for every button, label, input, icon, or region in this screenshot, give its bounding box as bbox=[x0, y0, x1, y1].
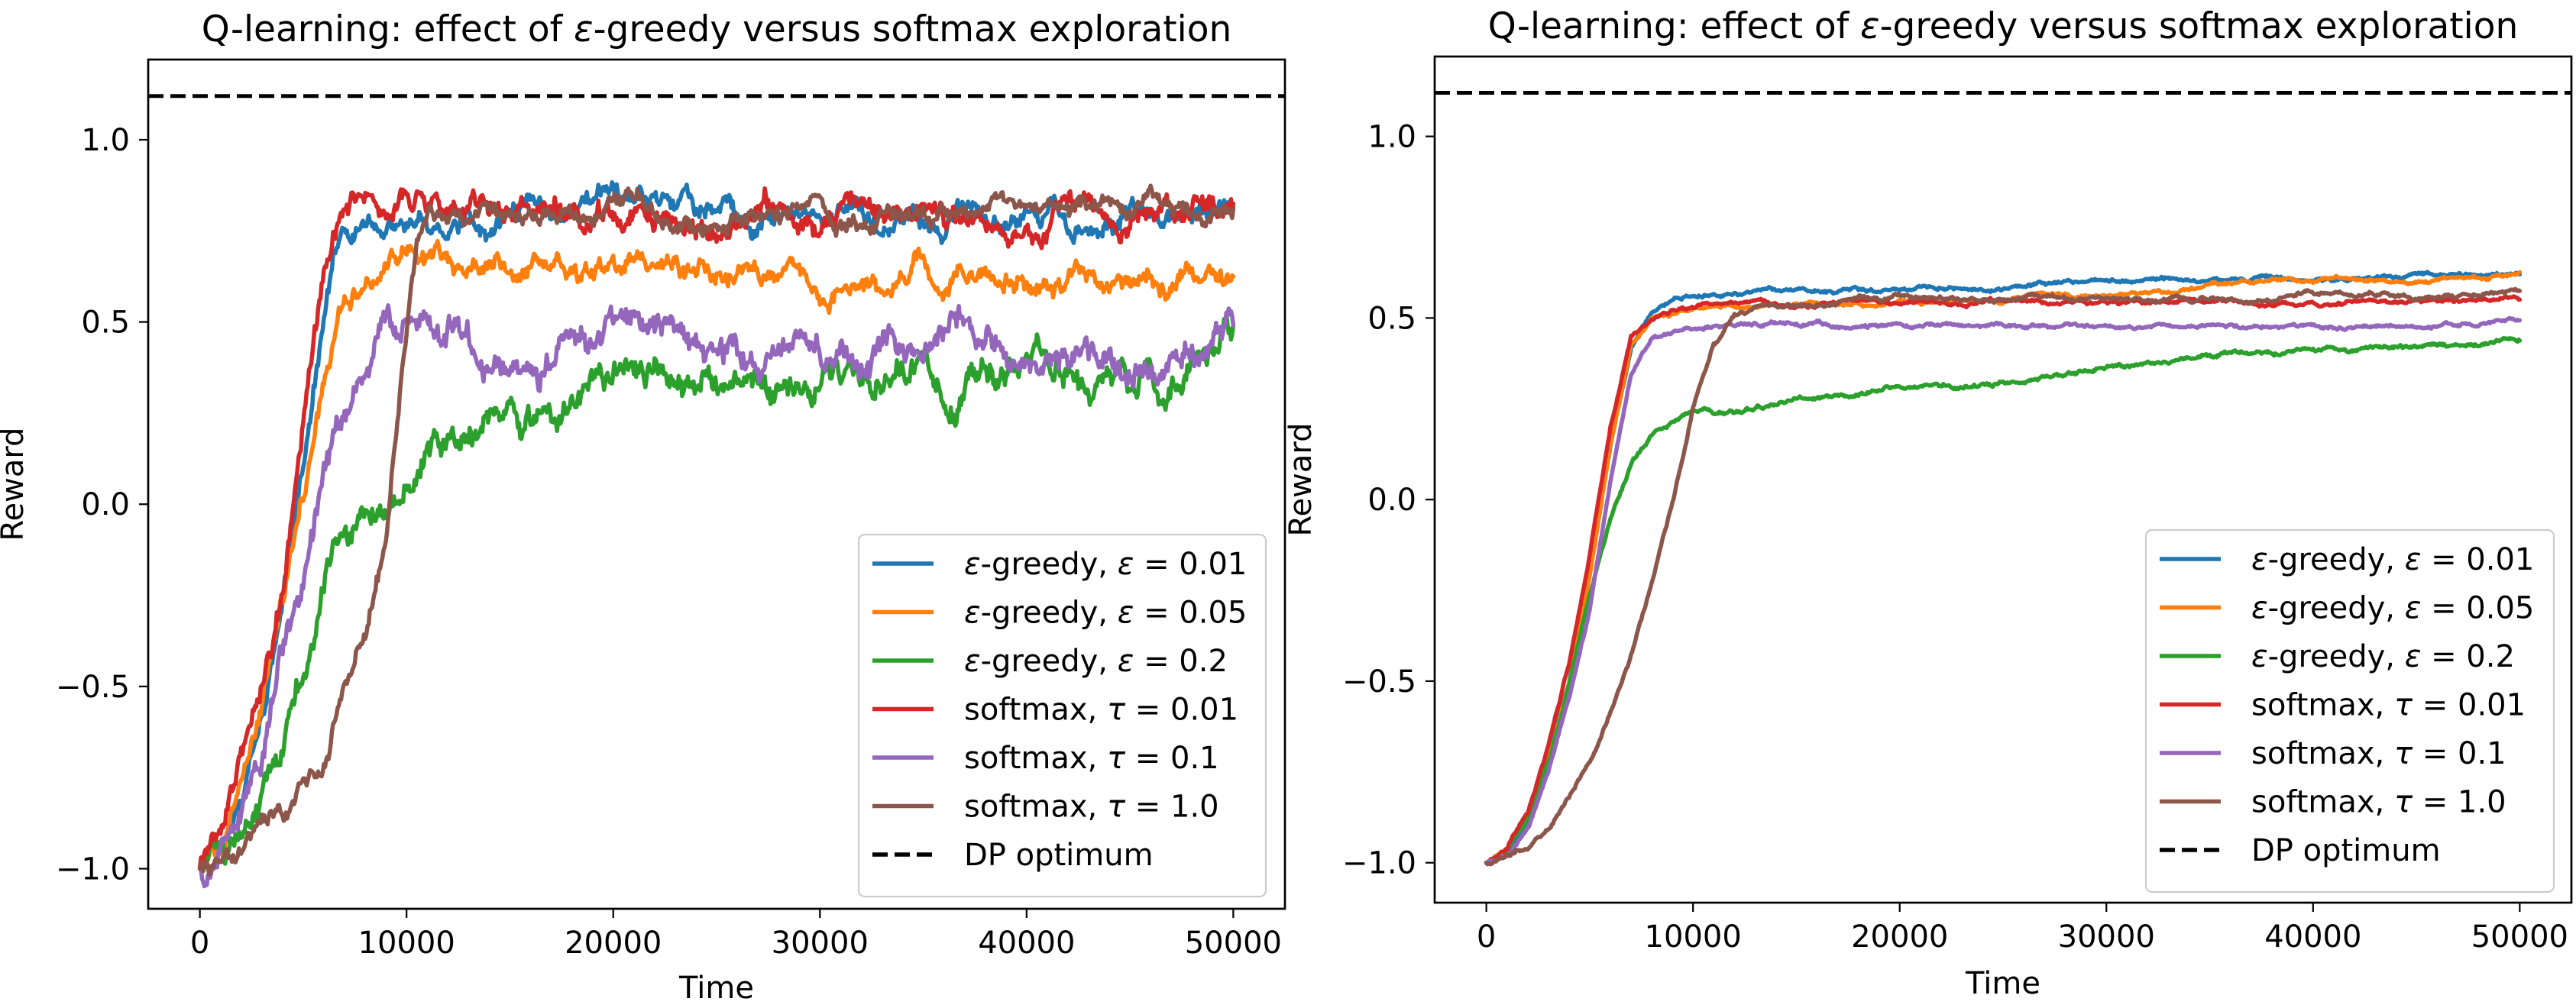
series-line-5 bbox=[1484, 315, 2523, 865]
y-tick-label: 0.0 bbox=[81, 487, 130, 522]
x-tick-label: 40000 bbox=[2264, 919, 2361, 955]
x-axis-label: Time bbox=[678, 971, 754, 1005]
x-axis-label: Time bbox=[1965, 966, 2040, 1001]
series-line-6 bbox=[197, 183, 1236, 877]
x-tick-label: 20000 bbox=[565, 926, 662, 961]
legend-label: ε-greedy, ε = 0.05 bbox=[964, 596, 1247, 631]
x-tick-label: 30000 bbox=[2058, 919, 2155, 955]
chart-title: Q-learning: effect of ε-greedy versus so… bbox=[202, 8, 1232, 50]
series-line-3 bbox=[1484, 335, 2523, 865]
y-tick-label: −0.5 bbox=[1342, 664, 1416, 700]
legend-label: softmax, τ = 0.01 bbox=[964, 693, 1238, 728]
legend-label: softmax, τ = 0.1 bbox=[2251, 736, 2506, 771]
chart-2: Q-learning: effect of ε-greedy versus so… bbox=[1283, 5, 2573, 1001]
legend-box bbox=[857, 533, 1267, 898]
chart-1: Q-learning: effect of ε-greedy versus so… bbox=[0, 8, 1286, 1005]
legend-label: DP optimum bbox=[964, 838, 1154, 873]
y-tick-label: 0.0 bbox=[1367, 483, 1416, 518]
legend: ε-greedy, ε = 0.01 ε-greedy, ε = 0.05 ε-gr… bbox=[857, 533, 1267, 898]
series-line-2 bbox=[197, 238, 1236, 871]
legend-label: softmax, τ = 1.0 bbox=[2251, 785, 2506, 820]
x-tick-label: 10000 bbox=[1645, 919, 1742, 955]
x-tick-label: 40000 bbox=[978, 926, 1075, 961]
legend-label: ε-greedy, ε = 0.05 bbox=[2251, 591, 2534, 626]
plot-lines bbox=[1484, 270, 2523, 867]
legend-label: softmax, τ = 0.01 bbox=[2251, 688, 2526, 723]
series-line-1 bbox=[197, 179, 1236, 872]
series-line-5 bbox=[197, 303, 1236, 889]
series-line-6 bbox=[1484, 286, 2523, 867]
y-axis-label: Reward bbox=[0, 428, 31, 541]
x-tick-label: 30000 bbox=[772, 926, 869, 961]
plot-frame bbox=[147, 58, 1286, 910]
y-tick-label: −1.0 bbox=[56, 852, 130, 887]
legend-label: ε-greedy, ε = 0.2 bbox=[2251, 639, 2515, 674]
legend-label: ε-greedy, ε = 0.01 bbox=[2251, 542, 2534, 577]
y-tick-label: 0.5 bbox=[1367, 301, 1416, 336]
y-tick-label: −1.0 bbox=[1342, 846, 1416, 881]
y-tick-label: 0.5 bbox=[81, 305, 130, 341]
series-line-3 bbox=[197, 312, 1236, 873]
x-tick-label: 20000 bbox=[1851, 919, 1948, 955]
legend-label: softmax, τ = 1.0 bbox=[964, 790, 1219, 825]
legend-label: ε-greedy, ε = 0.2 bbox=[964, 644, 1228, 679]
x-tick-label: 50000 bbox=[2471, 919, 2568, 955]
x-tick-label: 0 bbox=[1477, 919, 1496, 955]
y-axis-label: Reward bbox=[1283, 423, 1319, 537]
y-tick-label: 1.0 bbox=[81, 123, 130, 158]
x-tick-label: 0 bbox=[190, 926, 209, 961]
chart-title: Q-learning: effect of ε-greedy versus so… bbox=[1488, 5, 2519, 47]
legend-label: DP optimum bbox=[2251, 833, 2441, 868]
plot-frame bbox=[1433, 55, 2573, 904]
legend-label: ε-greedy, ε = 0.01 bbox=[964, 547, 1247, 582]
y-tick-label: −0.5 bbox=[56, 670, 130, 705]
legend-label: softmax, τ = 0.1 bbox=[964, 741, 1219, 776]
x-tick-label: 50000 bbox=[1185, 926, 1282, 961]
series-line-4 bbox=[197, 186, 1236, 871]
plot-lines bbox=[197, 179, 1236, 889]
series-line-1 bbox=[1484, 270, 2523, 867]
legend: ε-greedy, ε = 0.01 ε-greedy, ε = 0.05 ε-gr… bbox=[2144, 528, 2555, 894]
x-tick-label: 10000 bbox=[358, 926, 455, 961]
legend-box bbox=[2144, 528, 2555, 894]
y-tick-label: 1.0 bbox=[1367, 120, 1416, 155]
